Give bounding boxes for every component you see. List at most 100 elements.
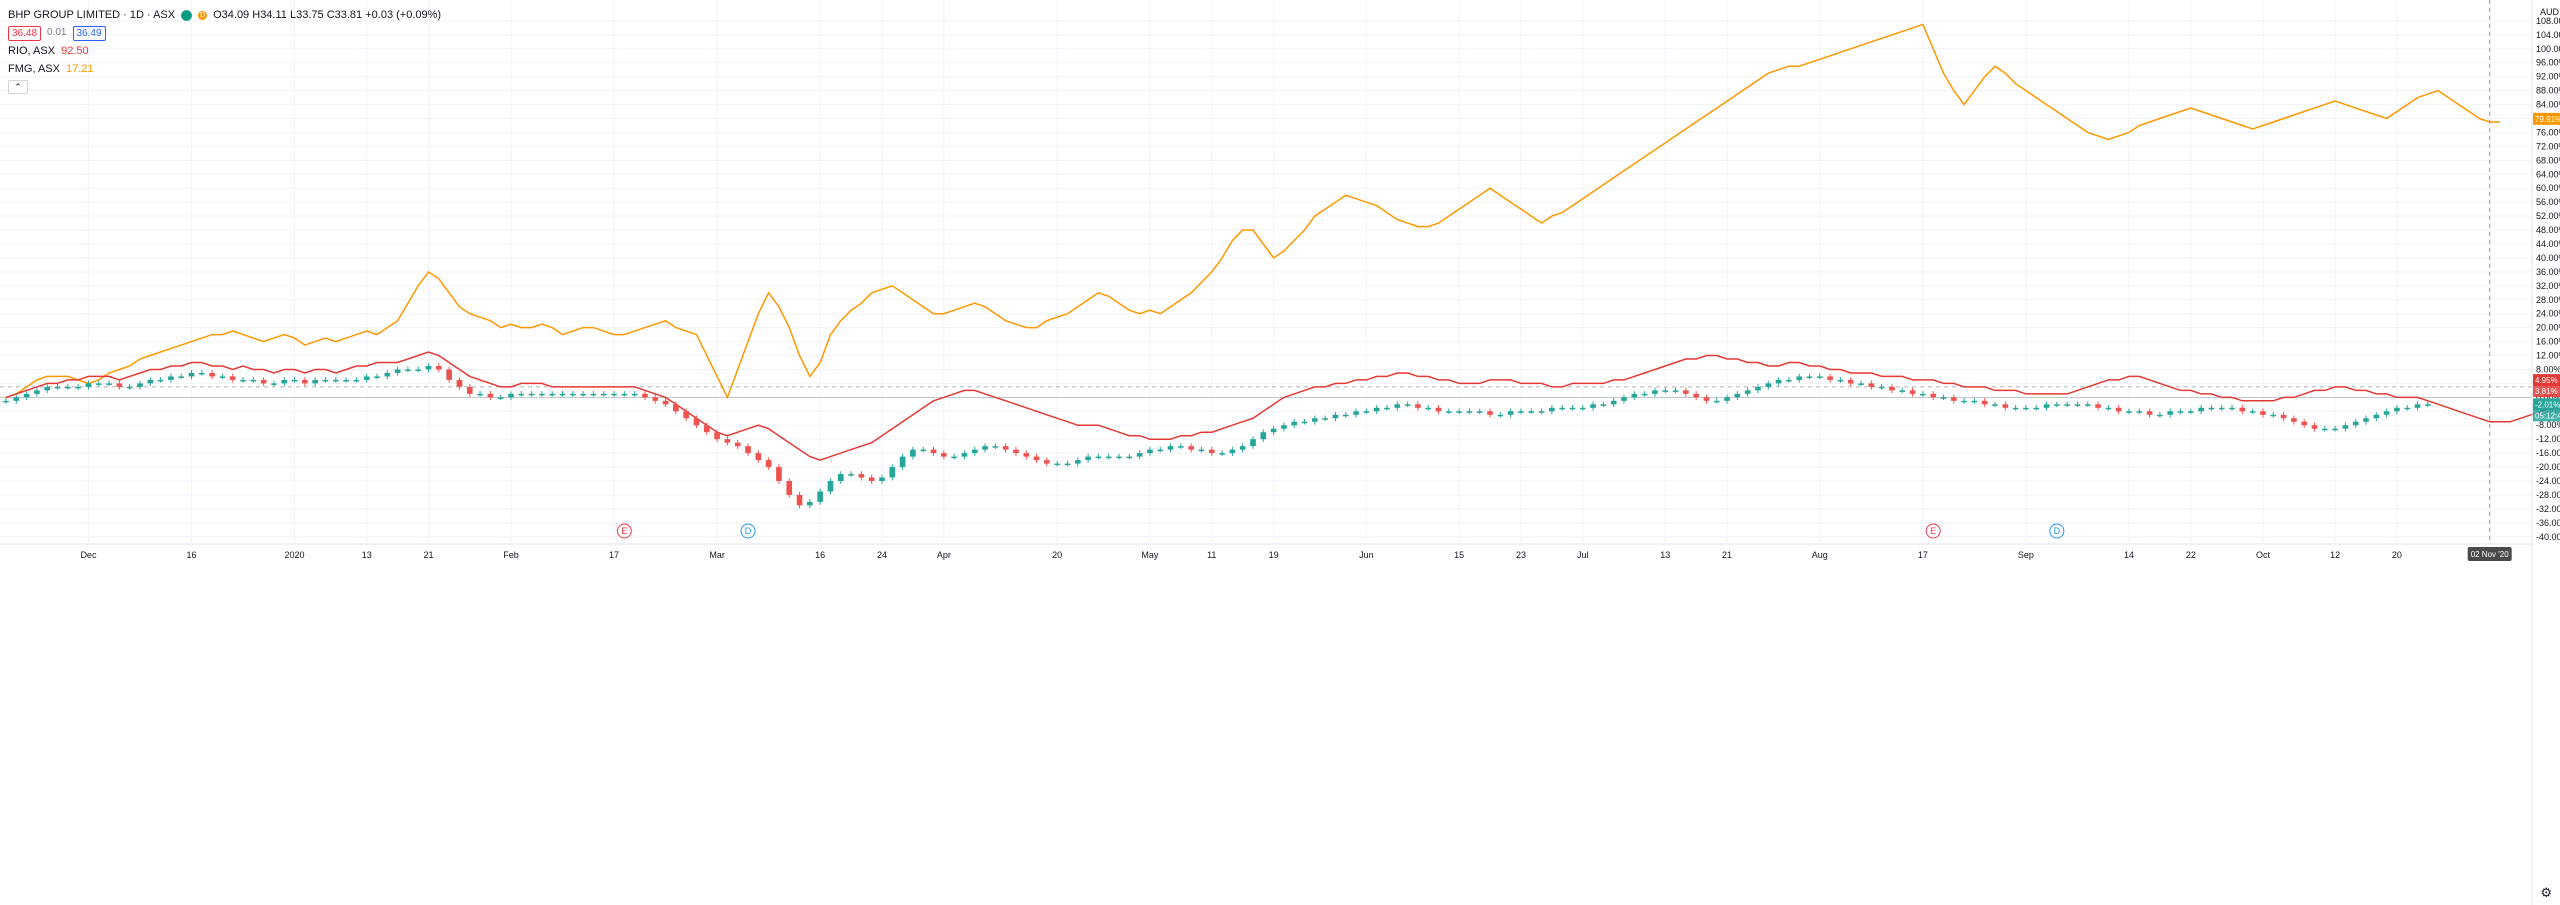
candle-body	[1250, 439, 1256, 447]
candle-body	[2115, 407, 2122, 412]
candle-body	[2414, 404, 2421, 408]
candle-body	[302, 379, 308, 384]
candle-body	[1899, 390, 1906, 392]
candle-body	[1136, 453, 1143, 457]
candle-body	[23, 393, 30, 398]
candle-body	[1579, 407, 1586, 410]
candle-body	[930, 449, 937, 454]
candle-body	[580, 393, 586, 396]
y-tick-label: 44.00%	[2536, 239, 2560, 249]
crosshair: 02 Nov '20	[2467, 0, 2512, 561]
main-series-title[interactable]: BHP GROUP LIMITED · 1D · ASX	[8, 9, 176, 21]
candle-body	[1466, 411, 1473, 413]
candle-body	[2321, 428, 2328, 431]
candle-body	[941, 453, 947, 457]
x-tick-label: 13	[362, 550, 372, 560]
earnings-marker[interactable]	[616, 523, 632, 539]
candle-body	[466, 386, 473, 394]
candle-body	[1734, 393, 1741, 398]
candle-body	[889, 467, 896, 478]
candle-body	[1219, 453, 1225, 455]
candle-body	[1497, 414, 1504, 417]
price-scale[interactable]: 108.00% 104.00% 100.00% 96.00% 92.00% 88.00% 8…	[2531, 0, 2560, 905]
chevron-up-icon[interactable]: ⌃	[8, 80, 28, 94]
candle-body	[982, 446, 988, 450]
y-tick-label: 92.00%	[2536, 72, 2560, 82]
dividend-marker[interactable]	[740, 523, 756, 539]
compare-row-rio[interactable]: RIO, ASX 92.50	[8, 42, 441, 60]
candle-body	[229, 376, 236, 380]
candle-body	[405, 369, 411, 371]
candle-body	[2363, 418, 2369, 422]
candle-body	[1239, 446, 1246, 450]
earnings-marker[interactable]	[1925, 523, 1941, 539]
candle-body	[2146, 411, 2153, 415]
candle-body	[2301, 421, 2308, 426]
y-tick-label: 0.00%	[2536, 392, 2560, 402]
candle-body	[1415, 404, 1421, 408]
x-tick-label: 20	[2392, 550, 2402, 560]
y-tick-label: -36.00%	[2536, 518, 2560, 528]
candle-body	[1940, 397, 1947, 399]
candle-body	[1404, 404, 1411, 406]
candle-body	[2394, 407, 2400, 412]
candle-body	[1816, 376, 1823, 378]
candle-body	[1260, 432, 1267, 440]
candle-body	[1270, 428, 1277, 433]
candle-body	[2023, 407, 2029, 410]
candle-body	[2095, 404, 2101, 408]
candle-body	[1044, 460, 1050, 464]
candle-body	[322, 379, 329, 382]
candle-body	[2383, 411, 2390, 415]
candle-body	[1600, 404, 1607, 406]
y-tick-label: -24.00%	[2536, 476, 2560, 486]
candle-body	[652, 397, 659, 401]
x-tick-label: 21	[424, 550, 434, 560]
candle-body	[549, 393, 556, 396]
candle-body	[1610, 400, 1617, 405]
zero-baseline	[0, 386, 2532, 398]
compare-row-fmg[interactable]: FMG, ASX 17.21	[8, 60, 441, 78]
last-value-label: 4.95%	[2535, 376, 2558, 385]
candle-body	[1095, 456, 1102, 459]
gear-icon[interactable]: ⚙	[2540, 885, 2552, 900]
candle-body	[2033, 407, 2040, 410]
candle-body	[116, 383, 123, 387]
candle-body	[2084, 404, 2091, 406]
y-tick-label: 16.00%	[2536, 337, 2560, 347]
x-tick-label: Jun	[1359, 550, 1374, 560]
candle-body	[147, 379, 154, 384]
y-tick-label: 72.00%	[2536, 141, 2560, 151]
candle-body	[1621, 397, 1627, 401]
series-line	[5, 23, 2500, 400]
candle-body	[714, 432, 720, 440]
candle-body	[1775, 379, 1782, 384]
candle-body	[2177, 411, 2184, 413]
last-value-sub-label: 3.81%	[2535, 387, 2558, 396]
candle-body	[910, 449, 916, 457]
y-tick-label: -12.00%	[2536, 434, 2560, 444]
candle-body	[2239, 407, 2246, 412]
dividend-marker[interactable]	[2049, 523, 2065, 539]
candle-body	[1023, 453, 1030, 457]
candle-body	[518, 393, 525, 396]
x-tick-label: 12	[2330, 550, 2340, 560]
candle-body	[920, 449, 927, 452]
last-value-badge	[2533, 398, 2560, 411]
candle-body	[745, 446, 751, 454]
candle-body	[2064, 404, 2070, 406]
time-scale[interactable]: Dec 16 2020 13 21 Feb 17 Mar 16 24 Apr 20 May 11 19 Jun…	[0, 543, 2560, 560]
candle-body	[1559, 407, 1565, 410]
compare-value: 92.50	[61, 45, 89, 57]
y-tick-label: 64.00%	[2536, 169, 2560, 179]
series-candles	[3, 363, 2431, 509]
candle-body	[1476, 411, 1483, 413]
sell-button[interactable]: 36.48	[8, 25, 42, 41]
candle-body	[1167, 446, 1174, 450]
candle-body	[13, 397, 20, 401]
candle-body	[600, 393, 607, 396]
buy-button[interactable]: 36.49	[72, 25, 106, 41]
x-tick-label: 17	[1918, 550, 1928, 560]
y-tick-label: 52.00%	[2536, 211, 2560, 221]
